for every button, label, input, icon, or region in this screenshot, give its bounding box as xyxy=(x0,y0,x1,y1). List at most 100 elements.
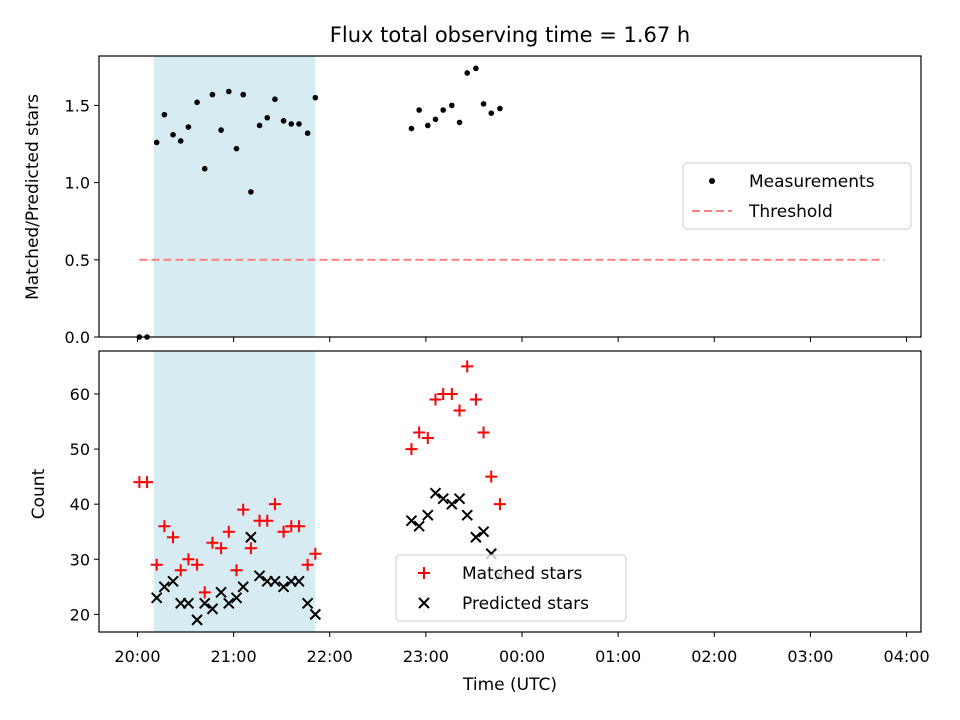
matched-star-point xyxy=(453,404,466,417)
top-y-ticks: 0.0 0.5 1.0 1.5 xyxy=(65,96,99,347)
predicted-star-point xyxy=(461,509,473,521)
measurement-point xyxy=(248,189,254,195)
measurement-point xyxy=(456,119,463,126)
x-tick-label: 04:00 xyxy=(884,647,930,666)
predicted-star-point xyxy=(150,592,163,604)
measurement-point xyxy=(440,107,446,113)
matched-star-point xyxy=(493,498,506,511)
predicted-star-point xyxy=(191,614,203,626)
matched-star-point xyxy=(244,542,257,555)
top-panel: 0.0 0.5 1.0 1.5 Matched/Predicted stars Mea… xyxy=(23,55,922,347)
matched-star-point xyxy=(445,387,458,400)
predicted-star-point xyxy=(215,586,227,599)
matched-star-point xyxy=(206,536,219,549)
predicted-star-point xyxy=(301,597,314,610)
predicted-star-point xyxy=(199,597,211,610)
measurement-point xyxy=(240,91,247,98)
top-observing-span xyxy=(153,56,316,337)
matched-star-point xyxy=(292,520,305,533)
predicted-star-point xyxy=(413,520,425,532)
measurement-point xyxy=(473,65,479,72)
matched-star-point xyxy=(230,564,243,577)
measurement-point xyxy=(272,96,278,103)
observing-window-band xyxy=(153,56,316,337)
y-tick-label: 60 xyxy=(70,385,90,404)
x-tick-label: 01:00 xyxy=(595,647,641,666)
measurement-point xyxy=(225,88,232,95)
measurement-point xyxy=(280,118,287,124)
predicted-legend-marker xyxy=(418,597,430,609)
bottom-y-axis-label: Count xyxy=(29,468,49,519)
predicted-star-point xyxy=(405,514,418,527)
predicted-star-point xyxy=(245,531,257,543)
predicted-star-point xyxy=(293,575,305,588)
matched-star-point xyxy=(429,393,442,406)
x-tick-label: 22:00 xyxy=(307,647,353,666)
bottom-axes-frame xyxy=(98,350,922,633)
matched-star-point xyxy=(198,586,211,599)
top-axes-frame xyxy=(98,55,922,338)
measurement-point xyxy=(218,127,224,133)
matched-star-point xyxy=(237,503,250,516)
matched-star-point xyxy=(277,525,290,538)
bottom-series xyxy=(133,360,506,626)
bottom-panel: 20 30 40 50 60 20:00 21:00 22:00 23:00 00:00 01:0… xyxy=(29,350,930,695)
predicted-star-point xyxy=(446,498,458,510)
matched-star-point xyxy=(158,520,171,533)
measurement-point xyxy=(209,91,216,98)
matched-star-point xyxy=(461,360,474,373)
y-tick-label: 1.5 xyxy=(65,96,90,115)
bottom-observing-span xyxy=(153,351,316,632)
measurement-point xyxy=(416,107,422,113)
measurement-point xyxy=(153,139,160,146)
measurement-point xyxy=(161,111,168,118)
measurement-point xyxy=(304,130,311,136)
measurement-point xyxy=(425,122,431,129)
y-tick-label: 50 xyxy=(70,440,90,459)
predicted-star-point xyxy=(477,526,490,538)
measurements-legend-marker xyxy=(709,178,715,184)
measurement-point xyxy=(288,121,295,127)
measurement-point xyxy=(170,131,176,138)
predicted-star-point xyxy=(206,603,219,615)
predicted-star-point xyxy=(230,592,243,604)
predicted-star-point xyxy=(422,509,434,521)
top-legend: Measurements Threshold xyxy=(682,162,912,230)
measurement-point xyxy=(264,114,271,121)
matched-star-point xyxy=(421,432,434,445)
measurement-point xyxy=(256,122,263,129)
bottom-legend-box xyxy=(395,554,627,622)
x-axis-label: Time (UTC) xyxy=(462,675,557,695)
measurement-point xyxy=(312,94,319,101)
measurement-point xyxy=(194,99,200,106)
matched-star-point xyxy=(167,531,180,544)
measurement-point xyxy=(177,138,184,144)
predicted-star-point xyxy=(253,570,266,582)
measurement-point xyxy=(408,125,415,132)
matched-star-point xyxy=(174,564,187,577)
matched-star-point xyxy=(477,426,490,439)
predicted-star-point xyxy=(223,597,235,610)
predicted-star-point xyxy=(470,531,482,543)
matched-star-point xyxy=(222,525,235,538)
predicted-star-point xyxy=(269,575,281,588)
x-tick-label: 23:00 xyxy=(403,647,449,666)
y-tick-label: 0.5 xyxy=(65,251,90,270)
matched-star-point xyxy=(485,470,498,483)
bottom-x-ticks: 20:00 21:00 22:00 23:00 00:00 01:00 02:00 03:00… xyxy=(114,632,930,666)
y-tick-label: 40 xyxy=(70,495,90,514)
top-series xyxy=(136,65,885,340)
predicted-star-point xyxy=(429,487,442,499)
measurement-point xyxy=(449,102,455,109)
x-tick-label: 02:00 xyxy=(691,647,737,666)
chart-title: Flux total observing time = 1.67 h xyxy=(330,23,690,47)
y-tick-label: 30 xyxy=(70,550,90,569)
matched-legend-marker xyxy=(418,567,430,579)
matched-star-point xyxy=(150,558,163,571)
top-x-ticks xyxy=(136,337,908,342)
matched-star-point xyxy=(301,558,314,571)
x-tick-label: 03:00 xyxy=(787,647,833,666)
legend-threshold: Threshold xyxy=(748,202,833,222)
measurement-point xyxy=(185,124,192,130)
